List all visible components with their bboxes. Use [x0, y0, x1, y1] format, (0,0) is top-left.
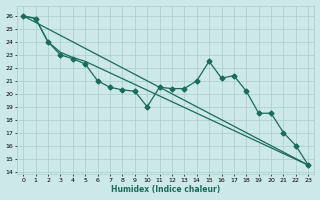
X-axis label: Humidex (Indice chaleur): Humidex (Indice chaleur)	[111, 185, 220, 194]
